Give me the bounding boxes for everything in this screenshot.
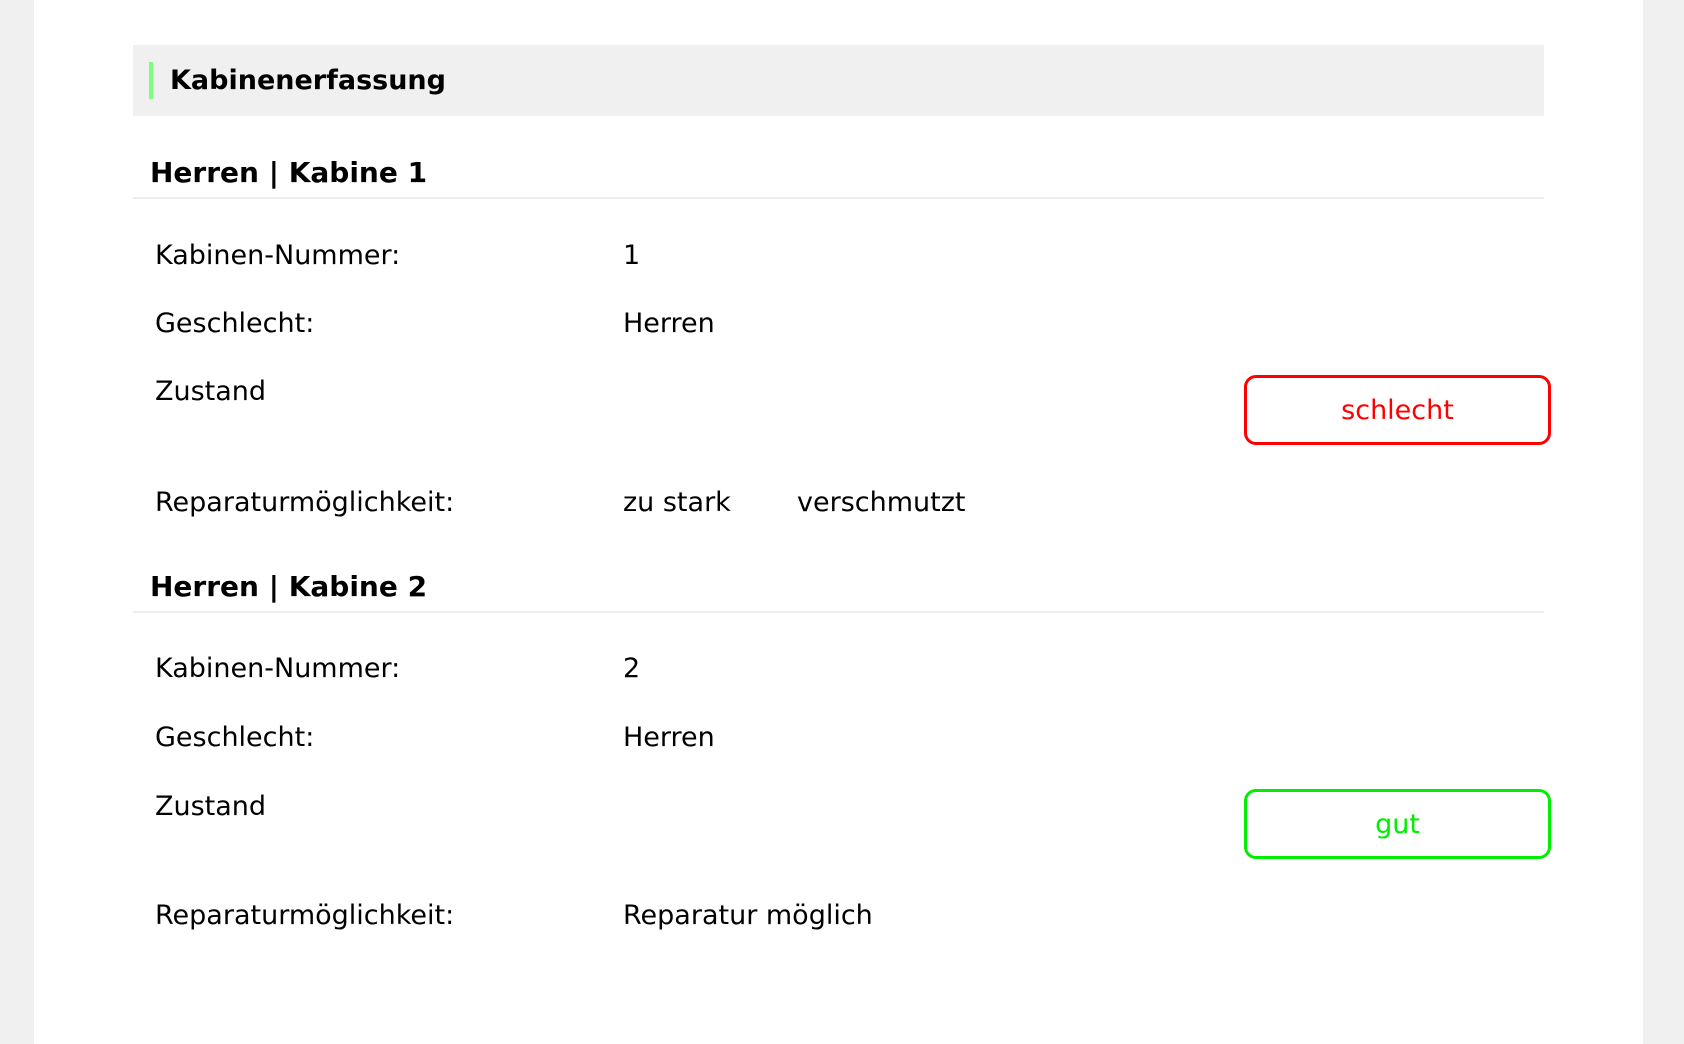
- cabin-section-1: Herren | Kabine 1 Kabinen-Nummer: 1 Gesc…: [133, 153, 1551, 543]
- cabin-number-value: 1: [623, 240, 641, 271]
- repair-value: Reparatur möglich: [623, 900, 873, 931]
- header-accent-bar: [149, 62, 153, 99]
- section-heading: Herren | Kabine 2: [150, 570, 428, 603]
- condition-button[interactable]: gut: [1244, 789, 1551, 859]
- gender-label: Geschlecht:: [155, 722, 315, 753]
- condition-label: Zustand: [155, 791, 267, 822]
- repair-value: zu stark: [623, 487, 731, 518]
- page-header: Kabinenerfassung: [133, 45, 1544, 116]
- cabin-number-value: 2: [623, 653, 641, 684]
- gender-label: Geschlecht:: [155, 308, 315, 339]
- divider: [133, 611, 1544, 613]
- condition-label: Zustand: [155, 376, 267, 407]
- repair-label: Reparaturmöglichkeit:: [155, 487, 455, 518]
- page-title: Kabinenerfassung: [170, 65, 446, 96]
- gender-value: Herren: [623, 308, 715, 339]
- section-heading: Herren | Kabine 1: [150, 156, 428, 189]
- condition-button[interactable]: schlecht: [1244, 375, 1551, 445]
- repair-value-2: verschmutzt: [797, 487, 966, 518]
- repair-label: Reparaturmöglichkeit:: [155, 900, 455, 931]
- cabin-number-label: Kabinen-Nummer:: [155, 240, 401, 271]
- gender-value: Herren: [623, 722, 715, 753]
- page: Kabinenerfassung Herren | Kabine 1 Kabin…: [34, 0, 1643, 1044]
- cabin-number-label: Kabinen-Nummer:: [155, 653, 401, 684]
- cabin-section-2: Herren | Kabine 2 Kabinen-Nummer: 2 Gesc…: [133, 567, 1551, 957]
- divider: [133, 197, 1544, 199]
